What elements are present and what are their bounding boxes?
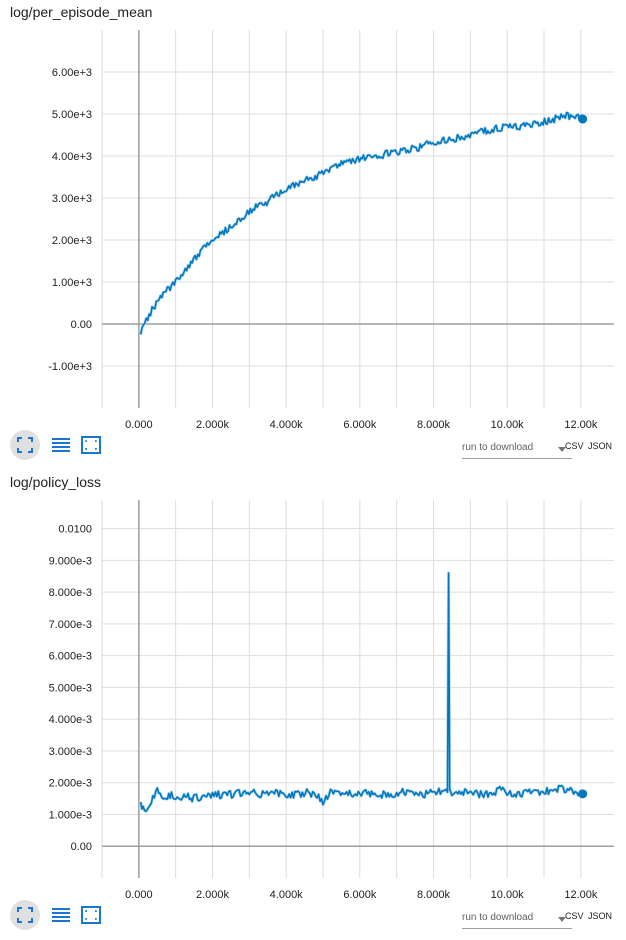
chart-card-per-episode-mean: log/per_episode_mean -1.00e+3 0.00 1.00e+3… [10, 4, 616, 460]
y-tick-label: 4.000e-3 [49, 714, 92, 726]
run-download-select[interactable]: run to download [462, 910, 572, 929]
y-tick-label: 0.0100 [58, 524, 92, 536]
series-line [139, 572, 584, 813]
series-line-smoothed [139, 111, 585, 335]
chart-toolbar: run to download CSV JSON [10, 430, 616, 460]
x-tick-label: 4.000k [270, 419, 304, 430]
csv-download-link[interactable]: CSV [565, 911, 584, 921]
fit-domain-icon [81, 906, 101, 924]
x-tick-label: 4.000k [270, 889, 304, 900]
x-tick-label: 8.000k [417, 419, 451, 430]
run-download-select[interactable]: run to download [462, 440, 572, 459]
x-tick-label: 2.000k [196, 419, 230, 430]
y-tick-label: 7.000e-3 [49, 619, 92, 631]
data-table-icon [52, 908, 70, 922]
y-tick-label: 1.00e+3 [52, 277, 92, 289]
json-download-link[interactable]: JSON [588, 441, 613, 451]
line-chart: 0.00 1.000e-3 2.000e-3 3.000e-3 4.000e-3 5.00… [49, 500, 614, 900]
y-tick-label: 4.00e+3 [52, 151, 92, 163]
series-line [139, 111, 584, 335]
y-tick-label: 8.000e-3 [49, 587, 92, 599]
y-tick-label: 6.000e-3 [49, 651, 92, 663]
expand-icon [17, 437, 33, 453]
y-tick-label: 0.00 [71, 841, 92, 853]
run-download-placeholder: run to download [462, 442, 534, 453]
expand-icon [17, 907, 33, 923]
chevron-down-icon [558, 917, 566, 922]
chart-title: log/policy_loss [10, 474, 102, 490]
chart-card-policy-loss: log/policy_loss 0.00 1.000e-3 2.000e-3 3.00… [0, 470, 626, 940]
x-tick-label: 12.00k [564, 889, 598, 900]
y-tick-label: 9.000e-3 [49, 555, 92, 567]
expand-button[interactable] [10, 430, 40, 460]
x-tick-label: 10.00k [491, 889, 525, 900]
data-table-icon [52, 438, 70, 452]
x-tick-label: 0.000 [125, 889, 153, 900]
y-tick-label: 1.000e-3 [49, 809, 92, 821]
series-end-point [578, 789, 588, 799]
line-chart: -1.00e+3 0.00 1.00e+3 2.00e+3 3.00e+3 4.00e+3… [48, 30, 614, 430]
x-tick-label: 12.00k [564, 419, 598, 430]
json-download-link[interactable]: JSON [588, 911, 613, 921]
y-tick-label: -1.00e+3 [48, 361, 92, 373]
y-tick-label: 5.00e+3 [52, 109, 92, 121]
y-tick-label: 3.000e-3 [49, 746, 92, 758]
csv-download-link[interactable]: CSV [565, 441, 584, 451]
data-table-button[interactable] [46, 430, 76, 460]
x-tick-label: 2.000k [196, 889, 230, 900]
fit-domain-button[interactable] [76, 900, 106, 930]
y-tick-label: 0.00 [71, 319, 92, 331]
series-end-point [578, 114, 588, 124]
chart-title: log/per_episode_mean [10, 4, 153, 20]
chevron-down-icon [558, 447, 566, 452]
x-tick-label: 10.00k [491, 419, 525, 430]
series-line-smoothed [139, 571, 585, 813]
x-tick-label: 6.000k [343, 889, 377, 900]
y-tick-label: 2.00e+3 [52, 235, 92, 247]
y-tick-label: 5.000e-3 [49, 682, 92, 694]
y-tick-label: 2.000e-3 [49, 778, 92, 790]
run-download-placeholder: run to download [462, 912, 534, 923]
chart-toolbar: run to download CSV JSON [10, 900, 616, 930]
data-table-button[interactable] [46, 900, 76, 930]
x-tick-label: 0.000 [125, 419, 153, 430]
y-tick-label: 6.00e+3 [52, 67, 92, 79]
fit-domain-button[interactable] [76, 430, 106, 460]
expand-button[interactable] [10, 900, 40, 930]
x-tick-label: 6.000k [343, 419, 377, 430]
fit-domain-icon [81, 436, 101, 454]
y-tick-label: 3.00e+3 [52, 193, 92, 205]
x-tick-label: 8.000k [417, 889, 451, 900]
